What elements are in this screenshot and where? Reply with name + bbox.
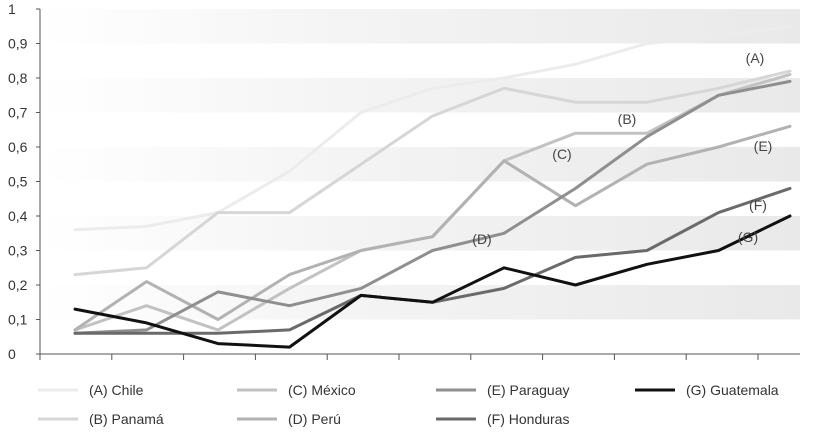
legend-label: (G) Guatemala	[686, 382, 779, 398]
annotation-label: (A)	[746, 50, 765, 66]
series-layer	[73, 24, 792, 349]
y-tick-label: 0,8	[8, 70, 28, 86]
y-tick-label: 0,9	[8, 36, 28, 52]
y-tick-label: 0,1	[8, 312, 28, 328]
legend-label: (D) Perú	[288, 411, 341, 427]
legend-label: (F) Honduras	[487, 411, 569, 427]
grid-band	[40, 78, 800, 113]
y-tick-label: 0,4	[8, 208, 28, 224]
legend-label: (A) Chile	[89, 382, 144, 398]
legend-label: (E) Paraguay	[487, 382, 569, 398]
legend-label: (B) Panamá	[89, 411, 164, 427]
annotation-label: (C)	[552, 146, 571, 162]
y-tick-label: 0,7	[8, 105, 28, 121]
annotation-label: (B)	[618, 111, 637, 127]
legend: (A) Chile (C) México (E) Paraguay (G) Guate…	[38, 382, 779, 427]
y-tick-label: 0,3	[8, 243, 28, 259]
annotation-label: (D)	[472, 231, 491, 247]
grid-band	[40, 9, 800, 44]
series-line-2	[73, 69, 792, 277]
y-tick-label: 0	[8, 346, 16, 362]
y-tick-label: 0,5	[8, 174, 28, 190]
grid-bands	[40, 9, 800, 320]
annotation-label: (G)	[738, 229, 758, 245]
y-tick-label: 0,2	[8, 277, 28, 293]
annotation-layer: (A) (B) (C) (D) (E) (F) (G)	[472, 50, 772, 247]
series-line-4	[73, 124, 792, 332]
annotation-label: (E)	[754, 138, 773, 154]
axes: 0 0,1 0,2 0,3 0,4 0,5 0,6 0,7 0,8 0,9 1	[8, 1, 800, 362]
grid-band	[40, 216, 800, 251]
y-tick-label: 1	[8, 1, 16, 17]
series-line-1	[73, 24, 792, 232]
y-tick-label: 0,6	[8, 139, 28, 155]
annotation-label: (F)	[749, 197, 767, 213]
series-line-5	[73, 79, 792, 335]
grid-band	[40, 147, 800, 182]
series-line-7	[73, 214, 792, 349]
legend-label: (C) México	[288, 382, 356, 398]
